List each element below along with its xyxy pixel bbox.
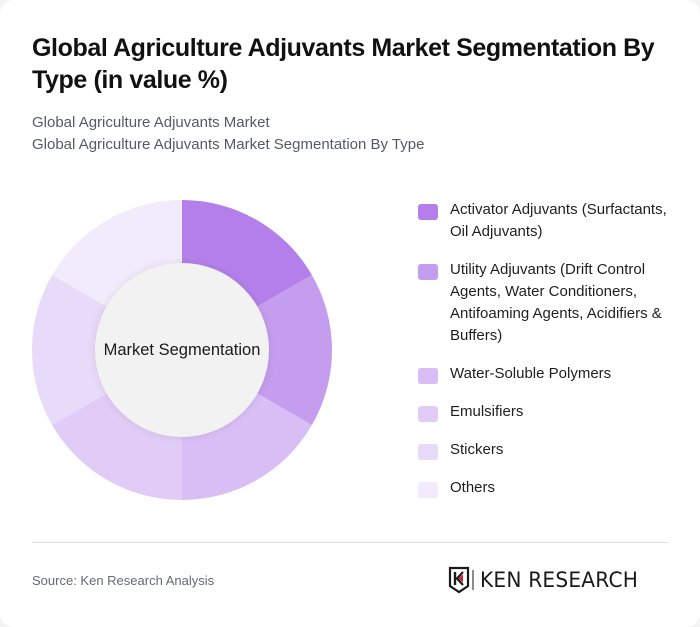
- page-title: Global Agriculture Adjuvants Market Segm…: [32, 34, 655, 94]
- ken-shield-icon: [448, 566, 474, 594]
- footer-divider: [32, 542, 668, 543]
- ken-research-logo: KEN RESEARCH: [448, 566, 670, 594]
- donut-chart: Market Segmentation: [0, 180, 380, 520]
- legend-item-activator-adjuvants[interactable]: Activator Adjuvants (Surfactants, Oil Ad…: [418, 199, 678, 243]
- legend-swatch: [418, 406, 438, 422]
- logo-text: KEN RESEARCH: [480, 568, 639, 592]
- legend-swatch: [418, 482, 438, 498]
- legend-swatch: [418, 368, 438, 384]
- donut-hole: [95, 263, 269, 437]
- legend: Activator Adjuvants (Surfactants, Oil Ad…: [418, 199, 678, 515]
- legend-swatch: [418, 444, 438, 460]
- subtitle-line-1: Global Agriculture Adjuvants Market: [32, 114, 270, 131]
- legend-label: Stickers: [450, 441, 504, 458]
- legend-label: Emulsifiers: [450, 403, 524, 420]
- legend-label: Activator Adjuvants (Surfactants, Oil Ad…: [450, 201, 667, 240]
- subtitle-line-2: Global Agriculture Adjuvants Market Segm…: [32, 136, 425, 153]
- center-label: Market Segmentation: [103, 341, 261, 359]
- subtitle: Global Agriculture Adjuvants Market Glob…: [32, 112, 672, 156]
- donut-chart-svg: [32, 200, 332, 500]
- legend-item-others[interactable]: Others: [418, 477, 678, 499]
- legend-label: Water-Soluble Polymers: [450, 365, 612, 382]
- legend-item-utility-adjuvants[interactable]: Utility Adjuvants (Drift Control Agents,…: [418, 259, 678, 347]
- legend-item-stickers[interactable]: Stickers: [418, 439, 678, 461]
- legend-item-water-soluble-polymers[interactable]: Water-Soluble Polymers: [418, 363, 678, 385]
- legend-swatch: [418, 264, 438, 280]
- legend-label: Utility Adjuvants (Drift Control Agents,…: [450, 261, 662, 344]
- legend-label: Others: [450, 479, 496, 496]
- legend-swatch: [418, 204, 438, 220]
- legend-item-emulsifiers[interactable]: Emulsifiers: [418, 401, 678, 423]
- source-note: Source: Ken Research Analysis: [32, 573, 215, 588]
